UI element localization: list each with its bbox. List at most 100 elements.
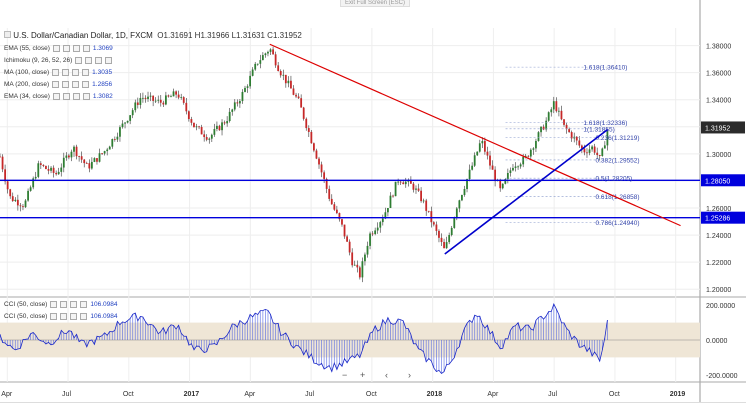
indicator-legend-row[interactable]: MA (200, close) 1.2856 <box>4 79 112 89</box>
indicator-control-icon[interactable] <box>82 44 90 52</box>
indicator-control-icon[interactable] <box>52 92 60 100</box>
indicator-control-icon[interactable] <box>62 44 70 52</box>
support-trendline <box>444 128 609 255</box>
candle-body <box>468 169 471 180</box>
nav-prev-button[interactable]: ‹ <box>385 370 388 380</box>
indicator-control-icon[interactable] <box>52 80 60 88</box>
candle-body <box>343 224 346 237</box>
indicator-control-icon[interactable] <box>52 68 60 76</box>
candle-body <box>116 136 119 140</box>
candle-body <box>545 120 548 130</box>
candle-body <box>473 155 476 166</box>
indicator-control-icon[interactable] <box>85 56 93 64</box>
indicator-value: 1.3082 <box>92 92 113 100</box>
nav-next-button[interactable]: › <box>408 370 411 380</box>
candle-body <box>208 138 211 140</box>
candle-body <box>228 111 231 122</box>
candle-body <box>371 233 374 235</box>
candle-body <box>586 152 588 154</box>
exit-fullscreen-button[interactable]: Exit Full Screen (ESC) <box>340 0 411 7</box>
indicator-control-icon[interactable] <box>70 300 78 308</box>
indicator-legend-row[interactable]: EMA (55, close) 1.3069 <box>4 43 113 53</box>
indicator-control-icon[interactable] <box>70 312 78 320</box>
y-tick-label: 1.38000 <box>706 44 731 51</box>
candle-body <box>142 97 144 99</box>
candle-body <box>491 165 494 170</box>
candle-body <box>85 163 88 164</box>
x-tick-label: Apr <box>487 391 499 398</box>
indicator-control-icon[interactable] <box>95 56 103 64</box>
candle-body <box>172 91 175 97</box>
indicator-control-icon[interactable] <box>82 68 90 76</box>
indicator-legend-row[interactable]: EMA (34, close) 1.3082 <box>4 91 113 101</box>
indicator-legend-row[interactable]: Ichimoku (9, 26, 52, 26) <box>4 55 113 65</box>
candle-body <box>60 167 63 172</box>
candle-body <box>6 181 9 190</box>
candle-body <box>154 100 157 102</box>
indicator-control-icon[interactable] <box>82 80 90 88</box>
indicator-control-icon[interactable] <box>62 80 70 88</box>
current-price-tag <box>701 121 745 134</box>
indicator-control-icon[interactable] <box>80 300 88 308</box>
indicator-control-icon[interactable] <box>52 44 60 52</box>
candle-body <box>37 163 40 177</box>
candle-body <box>45 165 47 170</box>
candle-body <box>75 146 78 157</box>
cci-value: 106.0984 <box>90 312 118 320</box>
collapse-icon[interactable] <box>4 31 11 38</box>
candle-body <box>98 153 101 162</box>
candle-body <box>458 200 461 209</box>
candle-body <box>210 134 213 139</box>
candle-body <box>246 86 249 88</box>
cci-legend-row[interactable]: CCI (50, close) 106.0984 <box>4 311 117 321</box>
candle-body <box>565 124 568 130</box>
candle-body <box>399 181 402 183</box>
candle-body <box>384 212 387 219</box>
candle-body <box>249 75 252 87</box>
candle-body <box>284 74 287 84</box>
indicator-control-icon[interactable] <box>72 80 80 88</box>
indicator-control-icon[interactable] <box>62 68 70 76</box>
indicator-control-icon[interactable] <box>72 92 80 100</box>
indicator-control-icon[interactable] <box>80 312 88 320</box>
candle-body <box>139 97 142 105</box>
candle-body <box>57 171 60 175</box>
candle-body <box>29 187 32 191</box>
candle-body <box>430 211 433 223</box>
indicator-control-icon[interactable] <box>72 68 80 76</box>
candle-body <box>302 107 305 119</box>
indicator-control-icon[interactable] <box>60 312 68 320</box>
x-tick-label: Oct <box>366 391 377 398</box>
candle-body <box>415 188 417 190</box>
candle-body <box>435 224 438 231</box>
candle-body <box>251 69 254 76</box>
indicator-control-icon[interactable] <box>82 92 90 100</box>
level-tag-text: 1.28050 <box>705 178 730 185</box>
cci-legend-row[interactable]: CCI (50, close) 106.0984 <box>4 299 117 309</box>
indicator-control-icon[interactable] <box>72 44 80 52</box>
candle-body <box>34 176 37 179</box>
indicator-control-icon[interactable] <box>50 300 58 308</box>
y-tick-label: 1.34000 <box>706 98 731 105</box>
symbol-label: U.S. Dollar/Canadian Dollar, 1D, FXCM <box>13 31 153 40</box>
candle-body <box>389 195 392 209</box>
x-tick-label: Oct <box>123 391 134 398</box>
indicator-control-icon[interactable] <box>75 56 83 64</box>
candle-body <box>583 148 586 153</box>
indicator-control-icon[interactable] <box>62 92 70 100</box>
candle-body <box>450 227 453 236</box>
indicator-legend-row[interactable]: MA (100, close) 1.3035 <box>4 67 112 77</box>
nav-minus-button[interactable]: − <box>342 370 347 380</box>
candle-body <box>0 156 1 158</box>
candle-body <box>274 54 277 66</box>
nav-plus-button[interactable]: + <box>360 370 365 380</box>
fib-level-label: 0.5(1.28205) <box>595 176 632 183</box>
candle-body <box>62 157 65 168</box>
indicator-control-icon[interactable] <box>105 56 113 64</box>
candle-body <box>563 119 565 125</box>
indicator-control-icon[interactable] <box>60 300 68 308</box>
indicator-control-icon[interactable] <box>50 312 58 320</box>
candle-body <box>106 149 109 152</box>
candle-body <box>568 129 571 133</box>
